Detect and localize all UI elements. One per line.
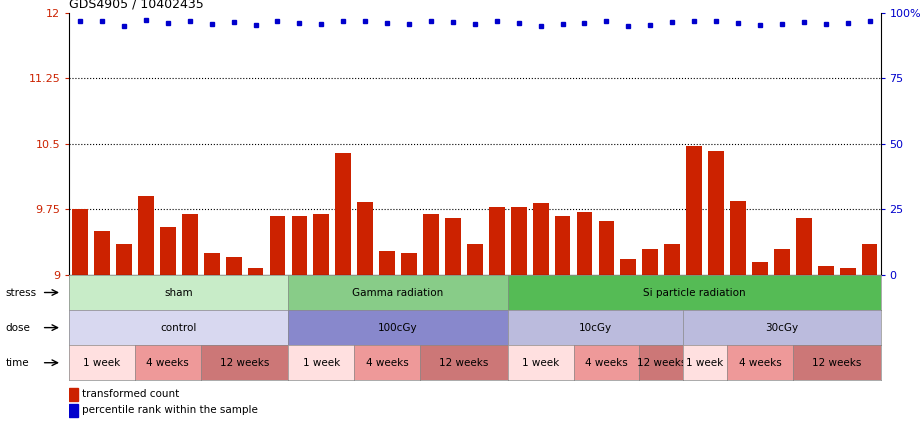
Text: 12 weeks: 12 weeks (812, 358, 861, 368)
Bar (182, 214, 197, 275)
Bar (313, 214, 329, 275)
Bar (160, 227, 176, 275)
Text: 4 weeks: 4 weeks (366, 358, 408, 368)
Bar (818, 266, 833, 275)
Bar (69, 404, 78, 417)
Bar (138, 196, 154, 275)
Bar (269, 215, 286, 275)
Text: percentile rank within the sample: percentile rank within the sample (82, 405, 258, 415)
Text: 100cGy: 100cGy (378, 323, 418, 332)
Text: 12 weeks: 12 weeks (219, 358, 269, 368)
Text: 12 weeks: 12 weeks (636, 358, 686, 368)
Bar (598, 221, 614, 275)
Bar (840, 268, 856, 275)
Bar (796, 218, 811, 275)
Text: Gamma radiation: Gamma radiation (352, 288, 443, 297)
Text: 4 weeks: 4 weeks (147, 358, 189, 368)
Bar (336, 153, 351, 275)
Bar (862, 244, 878, 275)
Text: stress: stress (6, 288, 37, 297)
Text: 4 weeks: 4 weeks (585, 358, 628, 368)
Bar (621, 259, 636, 275)
Bar (291, 215, 307, 275)
Bar (730, 201, 746, 275)
Bar (467, 244, 483, 275)
Bar (423, 214, 439, 275)
Bar (643, 249, 658, 275)
Text: control: control (160, 323, 197, 332)
Bar (204, 253, 219, 275)
Text: 12 weeks: 12 weeks (439, 358, 489, 368)
Text: 30cGy: 30cGy (765, 323, 798, 332)
Bar (489, 207, 504, 275)
Bar (445, 218, 461, 275)
Bar (379, 251, 395, 275)
Bar (576, 212, 592, 275)
Bar (116, 244, 132, 275)
Text: 1 week: 1 week (522, 358, 560, 368)
Text: time: time (6, 358, 29, 368)
Text: 10cGy: 10cGy (579, 323, 612, 332)
Bar (401, 253, 417, 275)
Bar (248, 268, 264, 275)
Text: 1 week: 1 week (687, 358, 724, 368)
Bar (533, 203, 549, 275)
Bar (774, 249, 790, 275)
Bar (752, 262, 768, 275)
Text: 1 week: 1 week (302, 358, 340, 368)
Bar (511, 207, 526, 275)
Text: GDS4905 / 10402435: GDS4905 / 10402435 (69, 0, 204, 10)
Text: dose: dose (6, 323, 30, 332)
Bar (664, 244, 680, 275)
Text: transformed count: transformed count (82, 389, 180, 399)
Bar (358, 202, 373, 275)
Text: 1 week: 1 week (83, 358, 121, 368)
Bar (69, 388, 78, 401)
Text: sham: sham (164, 288, 193, 297)
Bar (226, 258, 242, 275)
Bar (708, 151, 724, 275)
Text: Si particle radiation: Si particle radiation (643, 288, 745, 297)
Bar (72, 209, 88, 275)
Text: 4 weeks: 4 weeks (739, 358, 781, 368)
Bar (94, 231, 110, 275)
Bar (686, 146, 702, 275)
Bar (555, 215, 571, 275)
